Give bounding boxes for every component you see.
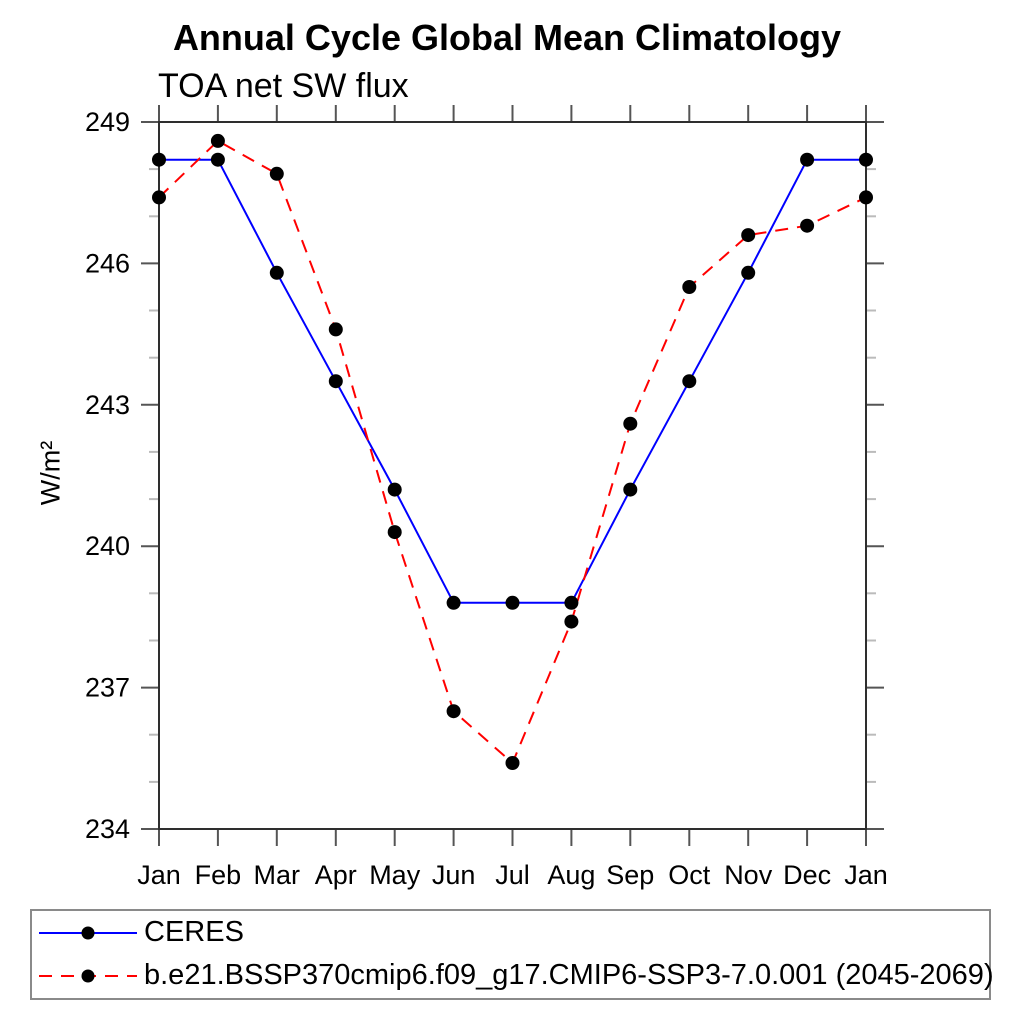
data-point-marker (269, 265, 284, 280)
legend-label-ceres: CERES (144, 916, 244, 948)
legend-label-model: b.e21.BSSP370cmip6.f09_g17.CMIP6-SSP3-7.… (144, 959, 994, 991)
data-point-marker (446, 704, 461, 719)
data-point-marker (210, 152, 225, 167)
data-point-marker (328, 374, 343, 389)
data-point-marker (741, 265, 756, 280)
x-tick-label: Aug (547, 860, 595, 890)
model-line-icon (39, 969, 137, 983)
x-tick-label: Feb (195, 860, 242, 890)
chart-subtitle: TOA net SW flux (158, 67, 409, 105)
legend: CERES b.e21.BSSP370cmip6.f09_g17.CMIP6-S… (30, 909, 994, 1000)
x-tick-label: Jan (844, 860, 888, 890)
y-tick-label: 237 (85, 673, 130, 703)
data-point-marker (505, 756, 520, 770)
data-point-marker (269, 166, 284, 181)
y-tick-label: 249 (85, 107, 130, 137)
data-point-marker (682, 374, 697, 389)
x-tick-label: Oct (668, 860, 711, 890)
data-point-marker (623, 416, 638, 431)
data-point-marker (859, 152, 873, 167)
x-tick-label: Dec (783, 860, 831, 890)
ceres-line-icon (39, 926, 137, 940)
data-point-marker (682, 280, 697, 294)
data-point-marker (328, 322, 343, 337)
legend-item-model: b.e21.BSSP370cmip6.f09_g17.CMIP6-SSP3-7.… (32, 954, 994, 997)
y-tick-label: 246 (85, 248, 130, 278)
data-point-marker (800, 152, 815, 167)
legend-item-ceres: CERES (32, 911, 989, 954)
y-tick-label: 243 (85, 390, 130, 420)
x-tick-label: Nov (724, 860, 773, 890)
data-point-marker (210, 133, 225, 148)
x-tick-label: Jan (137, 860, 181, 890)
x-tick-label: Jul (495, 860, 530, 890)
data-point-marker (800, 218, 815, 233)
x-tick-label: May (369, 860, 421, 890)
x-tick-label: Jun (432, 860, 476, 890)
data-point-marker (741, 228, 756, 243)
series-line-ceres (159, 158, 866, 604)
x-tick-label: Sep (606, 860, 654, 890)
data-point-marker (623, 482, 638, 497)
chart-title: Annual Cycle Global Mean Climatology (172, 17, 842, 58)
data-point-marker (505, 595, 520, 610)
series-line-model (158, 139, 867, 765)
x-tick-label: Mar (254, 860, 301, 890)
data-point-marker (564, 595, 579, 610)
data-point-marker (859, 190, 873, 205)
data-point-marker (564, 614, 579, 629)
data-point-marker (387, 525, 402, 540)
y-tick-label: 240 (85, 531, 130, 561)
data-point-marker (387, 482, 402, 497)
x-tick-label: Apr (315, 860, 357, 890)
data-point-marker (446, 595, 461, 610)
plot-frame (158, 121, 867, 830)
y-tick-label: 234 (85, 814, 130, 844)
data-point-marker (152, 190, 166, 205)
data-point-marker (152, 152, 166, 167)
